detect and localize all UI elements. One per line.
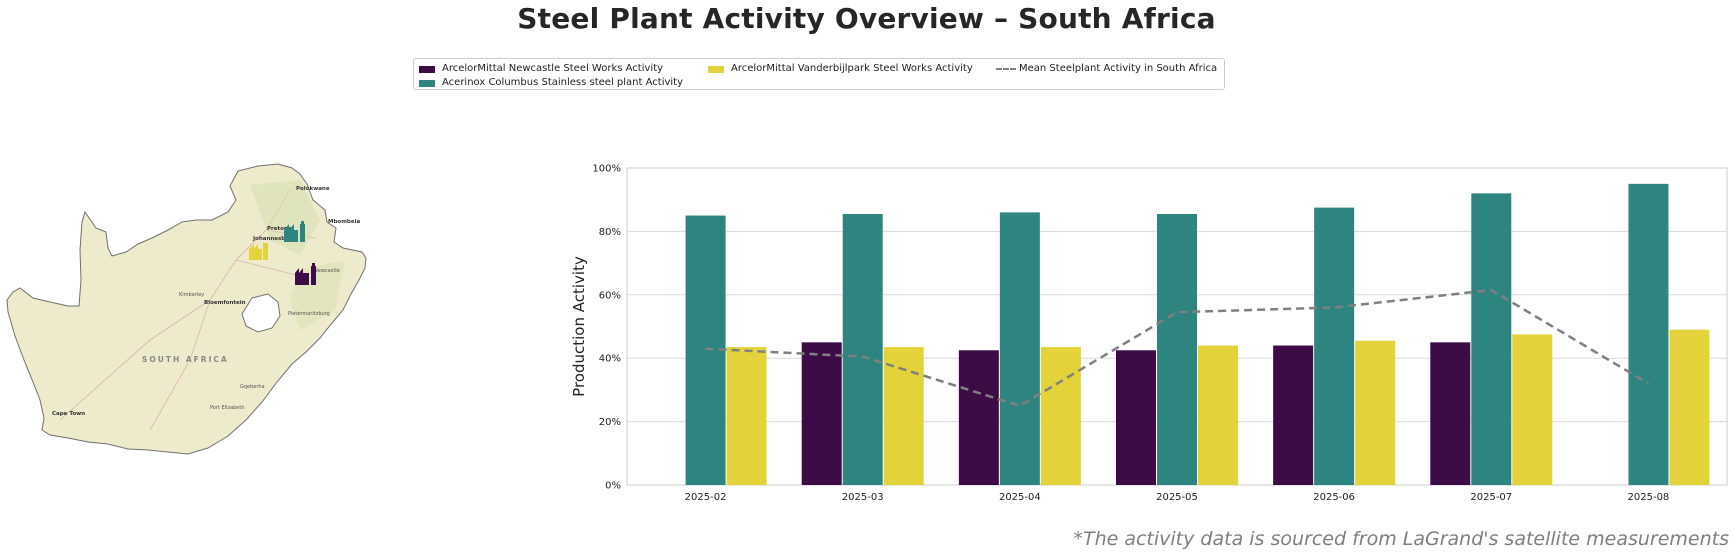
bar [801, 342, 842, 485]
legend-label-newcastle: ArcelorMittal Newcastle Steel Works Acti… [442, 63, 664, 74]
bar [1669, 329, 1710, 485]
legend-label-mean: Mean Steelplant Activity in South Africa [1019, 63, 1218, 74]
mean-activity-line [705, 288, 1650, 408]
x-tick-label: 2025-04 [999, 492, 1041, 503]
y-tick-label: 80% [599, 227, 621, 238]
bar [726, 347, 767, 485]
y-tick-label: 0% [605, 481, 621, 492]
chart-legend: ArcelorMittal Newcastle Steel Works Acti… [413, 58, 1225, 90]
bar [999, 212, 1040, 485]
legend-swatch-newcastle [419, 66, 435, 73]
y-tick-label: 100% [592, 164, 621, 175]
bar [1116, 350, 1156, 485]
legend-label-acerinox: Acerinox Columbus Stainless steel plant … [442, 77, 684, 88]
factory-icon-newcastle [295, 263, 316, 285]
bar [958, 350, 999, 485]
chart-title: Steel Plant Activity Overview – South Af… [517, 2, 1216, 35]
bar [1355, 340, 1396, 485]
map-city-label: Mbombela [328, 219, 360, 225]
map-city-label: Johannesburg [252, 236, 296, 242]
bar [1314, 207, 1355, 485]
x-tick-label: 2025-08 [1628, 492, 1670, 503]
legend-swatch-acerinox [419, 80, 435, 87]
x-tick-label: 2025-07 [1470, 492, 1512, 503]
activity-bar-chart: 0% 20% 40% 60% 80% 100% 2025-02 2025-03 2025-04 2… [570, 164, 1728, 503]
x-tick-label: 2025-03 [842, 492, 884, 503]
bar [1040, 347, 1081, 485]
bar [1512, 334, 1553, 485]
legend-label-vanderbijlpark: ArcelorMittal Vanderbijlpark Steel Works… [731, 63, 973, 74]
map-city-label: Polokwane [296, 186, 330, 192]
map-city-label: Cape Town [52, 411, 85, 417]
bar [1430, 342, 1471, 485]
map-city-label: Kimberley [179, 292, 204, 298]
map-city-label: Bloemfontein [204, 300, 246, 306]
bar [842, 213, 883, 485]
y-tick-label: 60% [599, 290, 621, 301]
x-tick-label: 2025-06 [1313, 492, 1355, 503]
map-country-label: SOUTH AFRICA [142, 355, 229, 364]
legend-line-mean [996, 68, 1016, 70]
bar [1471, 193, 1512, 486]
bar [883, 347, 924, 485]
bar [1157, 213, 1197, 485]
factory-icon-acerinox [284, 221, 305, 242]
y-tick-label: 20% [599, 417, 621, 428]
map-city-label: Pretoria [267, 226, 292, 232]
bar [1273, 345, 1314, 485]
map-city-label: Pietermaritzburg [288, 311, 330, 317]
south-africa-map: Polokwane Pretoria Johannesburg Mbombela… [6, 163, 367, 455]
y-tick-label: 40% [599, 354, 621, 365]
data-source-footnote: *The activity data is sourced from LaGra… [1073, 528, 1729, 550]
map-city-label: Gqeberha [240, 384, 265, 390]
factory-icon-vanderbijlpark [249, 243, 268, 260]
bar [1628, 183, 1669, 485]
bar [1198, 345, 1238, 485]
x-tick-label: 2025-02 [685, 492, 727, 503]
lesotho-shape [241, 293, 281, 333]
legend-swatch-vanderbijlpark [708, 66, 724, 73]
map-city-label: Newcastle [314, 268, 340, 274]
y-axis-label: Production Activity [570, 256, 588, 397]
x-tick-label: 2025-05 [1156, 492, 1198, 503]
map-city-label: Port Elizabeth [210, 405, 245, 411]
